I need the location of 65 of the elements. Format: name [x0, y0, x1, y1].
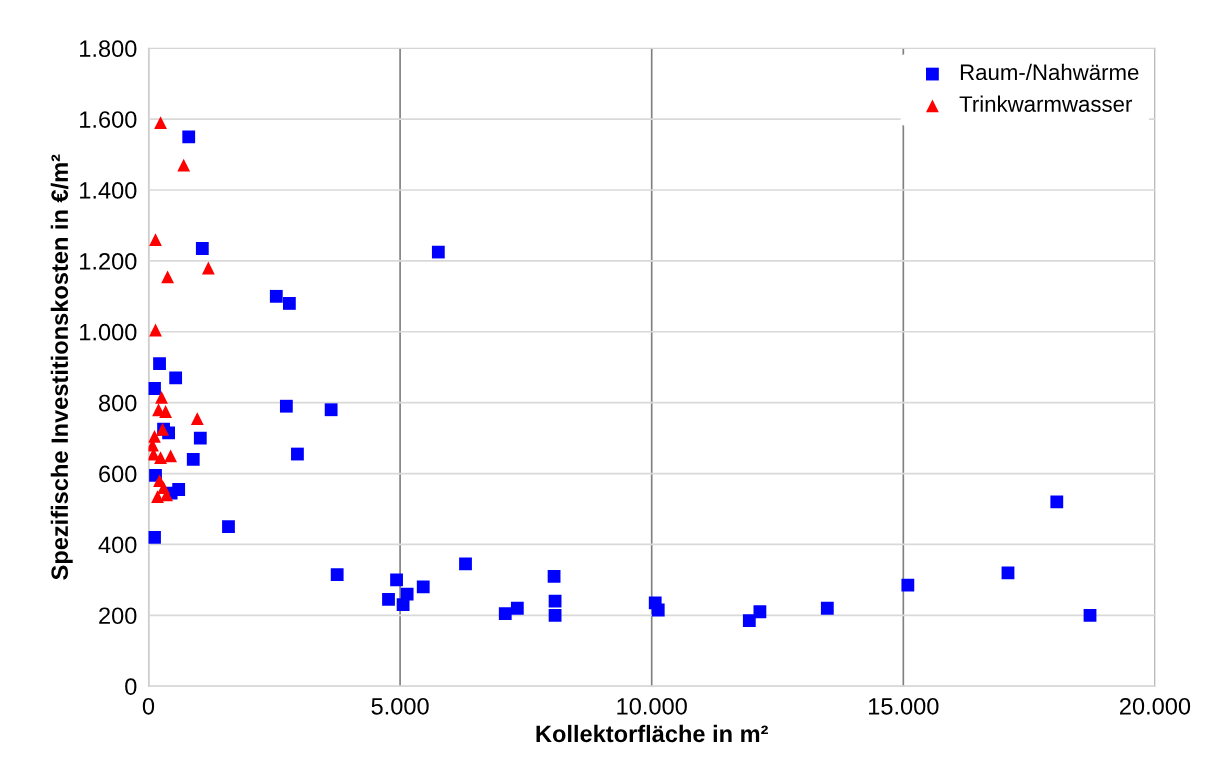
point: [1001, 566, 1015, 580]
point: [651, 603, 665, 617]
y-axis-title: Spezifische Investitionskosten in €/m²: [50, 154, 73, 580]
point: [390, 573, 403, 587]
point: [548, 594, 562, 608]
point: [149, 233, 162, 247]
point: [396, 598, 410, 612]
x-tick-label: 0: [142, 697, 155, 715]
point: [753, 605, 767, 619]
point: [382, 592, 395, 606]
point: [161, 270, 174, 284]
point: [459, 557, 472, 571]
y-tick-label: 0: [125, 678, 137, 695]
point: [154, 116, 167, 130]
point: [820, 601, 834, 615]
y-tick-label: 200: [99, 607, 137, 625]
point: [498, 607, 512, 620]
x-axis-title: Kollektorfläche in m²: [536, 724, 768, 743]
point: [154, 451, 167, 464]
point: [190, 412, 204, 426]
point: [222, 520, 235, 534]
y-tick-label: 1.200: [80, 252, 137, 270]
y-tick-label: 1.000: [80, 323, 137, 341]
y-tick-label: 1.400: [80, 182, 137, 199]
point: [148, 530, 161, 544]
point: [269, 289, 283, 303]
point: [510, 601, 524, 615]
y-tick-label: 600: [99, 465, 137, 483]
point: [153, 357, 166, 371]
y-tick-label: 800: [99, 394, 137, 412]
point: [901, 578, 915, 592]
point: [186, 452, 200, 466]
x-tick-label: 15.000: [869, 697, 939, 715]
point: [148, 382, 161, 395]
point: [201, 261, 215, 275]
point: [416, 580, 430, 594]
x-tick-label: 10.000: [617, 697, 687, 715]
point: [177, 158, 191, 172]
legend-label: Trinkwarmwasser: [959, 95, 1132, 112]
point: [182, 130, 196, 144]
point: [160, 488, 173, 502]
point: [431, 245, 445, 259]
point: [1050, 495, 1064, 509]
point: [152, 403, 165, 417]
x-tick-label: 5.000: [371, 697, 429, 715]
point: [151, 490, 164, 503]
point: [193, 431, 207, 445]
legend-label: Raum-/Nahwärme: [960, 63, 1139, 81]
point: [548, 608, 562, 622]
point: [155, 390, 168, 404]
point: [282, 297, 296, 310]
y-tick-label: 1.800: [80, 40, 137, 58]
point: [324, 403, 338, 417]
point: [547, 569, 561, 583]
point: [742, 614, 756, 628]
point: [279, 399, 293, 413]
y-tick-label: 1.600: [80, 111, 137, 128]
y-tick-label: 400: [98, 536, 137, 554]
point: [195, 242, 209, 255]
point: [169, 371, 183, 385]
point: [330, 568, 344, 581]
x-tick-label: 20.000: [1120, 697, 1191, 715]
point: [164, 449, 178, 463]
point: [1083, 608, 1097, 622]
point: [291, 447, 304, 461]
